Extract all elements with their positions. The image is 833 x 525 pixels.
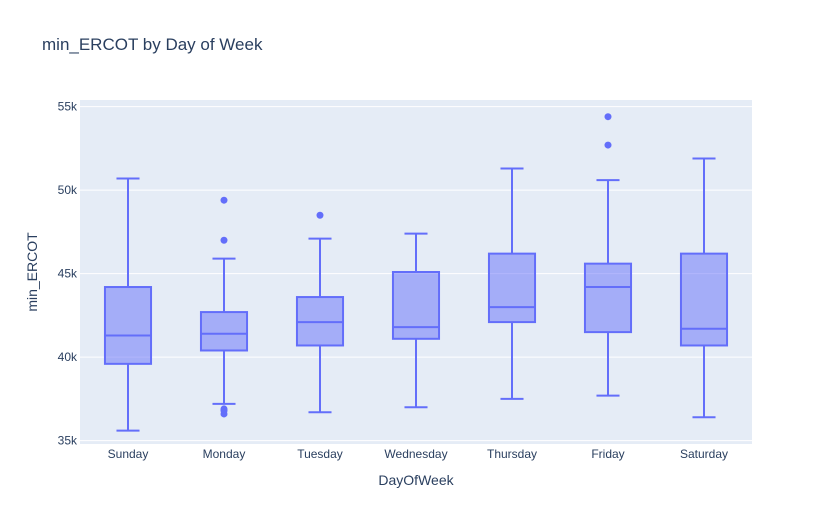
box-sunday [103, 177, 153, 432]
x-axis-ticks: Sunday Monday Tuesday Wednesday Thursday Frid… [108, 447, 728, 461]
y-tick-label: 50k [58, 183, 78, 197]
iqr-box [583, 262, 633, 334]
y-tick-label: 35k [58, 434, 78, 448]
x-tick-label: Sunday [108, 447, 149, 461]
x-tick-label: Monday [203, 447, 246, 461]
outlier-point [604, 141, 612, 149]
x-tick-label: Wednesday [384, 447, 447, 461]
iqr-box [679, 252, 729, 347]
box-wednesday [391, 232, 441, 409]
outlier-point [220, 405, 228, 413]
outlier-point [220, 236, 228, 244]
y-tick-label: 55k [58, 100, 78, 114]
y-axis-title: min_ERCOT [24, 232, 40, 312]
box-thursday [487, 167, 537, 400]
iqr-box [199, 311, 249, 352]
box-tuesday [295, 211, 345, 414]
y-tick-label: 40k [58, 350, 78, 364]
outlier-point [316, 211, 324, 219]
box-saturday [679, 157, 729, 419]
x-tick-label: Friday [591, 447, 624, 461]
y-tick-label: 45k [58, 267, 78, 281]
box-monday [199, 196, 249, 418]
y-axis-ticks: 35k 40k 45k 50k 55k [58, 100, 78, 448]
iqr-box [103, 286, 153, 365]
box-friday [583, 113, 633, 397]
x-axis-title: DayOfWeek [378, 472, 454, 488]
box-series [103, 113, 729, 432]
outlier-point [604, 113, 612, 121]
x-tick-label: Saturday [680, 447, 728, 461]
outlier-point [220, 196, 228, 204]
iqr-box [391, 271, 441, 340]
iqr-box [487, 252, 537, 324]
chart-title: min_ERCOT by Day of Week [42, 35, 263, 54]
x-tick-label: Tuesday [297, 447, 343, 461]
x-tick-label: Thursday [487, 447, 537, 461]
